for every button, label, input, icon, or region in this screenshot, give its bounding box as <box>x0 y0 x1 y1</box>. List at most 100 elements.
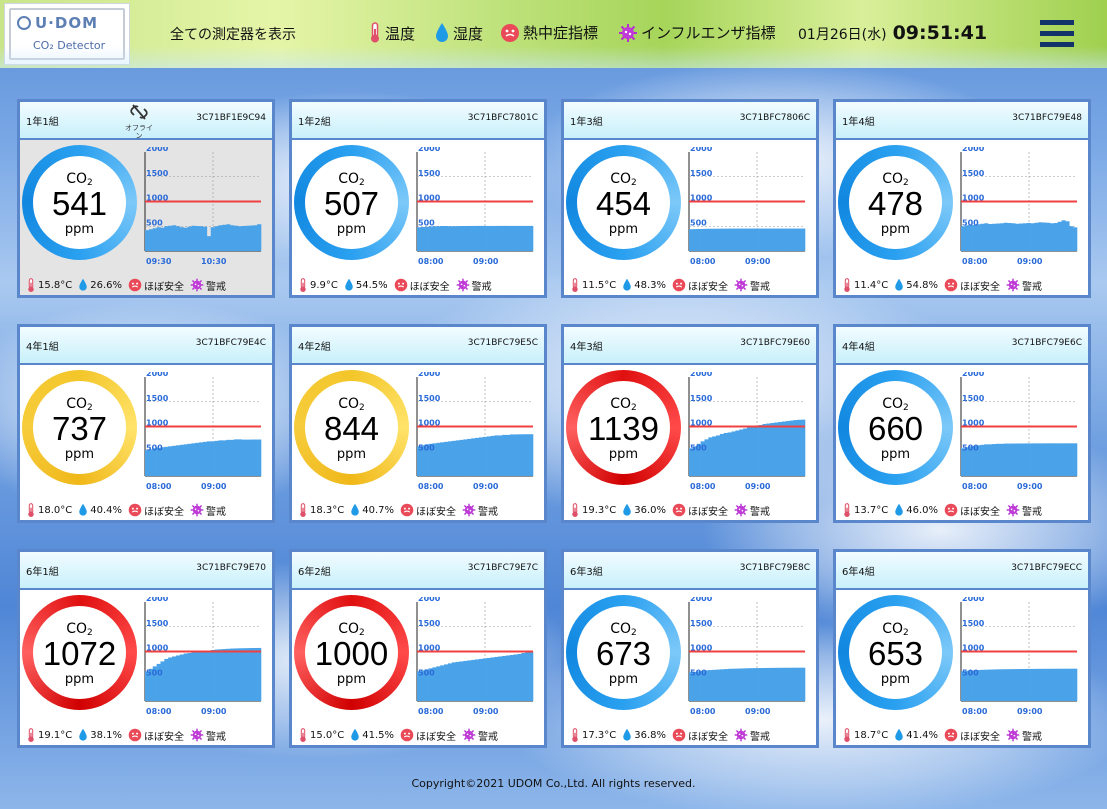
chart-bar <box>210 441 215 476</box>
chart-bar <box>1069 443 1074 476</box>
card-header: 4年1組 3C71BFC79E4C <box>20 327 272 365</box>
classroom-name: 4年1組 <box>26 342 59 353</box>
chart-bar <box>424 669 429 701</box>
thermometer-icon <box>572 502 578 517</box>
chart-bar <box>708 437 713 476</box>
chart-bar <box>1026 223 1031 251</box>
udom-logo[interactable]: U·DOM CO₂ Detector <box>4 3 130 65</box>
device-card[interactable]: 1年3組 3C71BFC7806C CO2 454 ppm 2000 1500 1000 500… <box>561 99 819 298</box>
card-footer: 15.8°C 26.6% ほぼ安全 警戒 <box>26 277 268 293</box>
classroom-name: 6年3組 <box>570 567 603 578</box>
chart-bar <box>980 444 985 476</box>
footer-copyright: Copyright©2021 UDOM Co.,Ltd. All rights … <box>411 777 696 790</box>
chart-bar <box>719 228 725 251</box>
y-tick-label: 1500 <box>146 619 169 628</box>
chart-bar <box>420 226 426 251</box>
heatstroke-face-icon <box>400 503 414 517</box>
chart-bar <box>509 225 514 251</box>
y-tick-label: 1000 <box>146 194 169 203</box>
chart-bar <box>521 225 526 251</box>
co2-history-chart: 2000 1500 1000 500 08:00 09:00 <box>415 372 535 492</box>
chart-bar <box>183 653 188 701</box>
humidity-reading: 54.8% <box>894 278 938 292</box>
device-card[interactable]: 1年2組 3C71BFC7801C CO2 507 ppm 2000 1500 1000 500… <box>289 99 547 298</box>
co2-history-chart: 2000 1500 1000 500 08:00 09:00 <box>959 597 1079 717</box>
header-bar: U·DOM CO₂ Detector 全ての測定器を表示 温度 湿度 熱中症指標… <box>0 0 1107 68</box>
chart-bar <box>789 228 794 251</box>
chart-bar <box>995 669 1000 701</box>
thermometer-icon <box>572 727 578 742</box>
x-tick-label: 09:00 <box>473 257 499 266</box>
chart-bar <box>482 658 487 701</box>
chart-bar <box>517 434 522 476</box>
influenza-status-text: 警戒 <box>1022 281 1043 293</box>
chart-bar <box>199 226 204 251</box>
x-tick-label: 08:00 <box>962 257 988 266</box>
thermometer-icon <box>28 502 34 517</box>
chart-bar <box>700 441 705 476</box>
card-footer: 18.3°C 40.7% ほぼ安全 警戒 <box>298 502 540 518</box>
y-tick-label: 1000 <box>962 644 985 653</box>
x-tick-label: 09:00 <box>201 707 227 716</box>
device-card[interactable]: 4年3組 3C71BFC79E60 CO2 1139 ppm 2000 1500 1000 50… <box>561 324 819 523</box>
chart-bar <box>529 434 534 476</box>
chart-bar <box>455 661 460 701</box>
chart-bar <box>478 658 484 701</box>
co2-chart-svg: 2000 1500 1000 500 08:00 09:00 <box>416 597 534 716</box>
chart-bar <box>486 657 491 701</box>
chart-bar <box>770 228 775 251</box>
water-drop-icon <box>895 278 903 291</box>
chart-bar <box>451 662 456 701</box>
chart-bar <box>980 669 985 701</box>
co2-chart-svg: 2000 1500 1000 500 08:00 09:00 <box>144 372 262 491</box>
y-tick-label: 1000 <box>418 194 441 203</box>
chart-bar <box>762 228 767 251</box>
chart-bar <box>988 669 993 701</box>
chart-bar <box>199 442 204 476</box>
chart-bar <box>471 225 476 251</box>
co2-unit: ppm <box>608 447 639 462</box>
device-card[interactable]: 1年1組 オフライン 3C71BF1E9C94 CO2 541 ppm 2000 1500 10… <box>17 99 275 298</box>
chart-bar <box>1038 222 1043 251</box>
device-card[interactable]: 6年3組 3C71BFC79E8C CO2 673 ppm 2000 1500 1000 500… <box>561 549 819 748</box>
chart-bar <box>1042 443 1047 476</box>
y-tick-label: 1500 <box>418 619 441 628</box>
chart-bar <box>447 441 453 476</box>
show-all-devices-link[interactable]: 全ての測定器を表示 <box>170 27 296 43</box>
card-header: 4年2組 3C71BFC79E5C <box>292 327 544 365</box>
influenza-status-text: 警戒 <box>206 731 227 743</box>
chart-bar <box>417 671 422 701</box>
chart-bar <box>509 434 514 476</box>
hamburger-menu-button[interactable] <box>1040 20 1074 48</box>
device-card[interactable]: 4年4組 3C71BFC79E6C CO2 660 ppm 2000 1500 1000 500… <box>833 324 1091 523</box>
chart-bar <box>226 224 231 251</box>
water-drop-icon <box>623 278 631 291</box>
device-card[interactable]: 1年4組 3C71BFC79E48 CO2 478 ppm 2000 1500 1000 500… <box>833 99 1091 298</box>
chart-bar <box>785 228 790 251</box>
temperature-reading: 13.7°C <box>842 502 888 518</box>
device-card[interactable]: 4年1組 3C71BFC79E4C CO2 737 ppm 2000 1500 1000 500… <box>17 324 275 523</box>
heatstroke-face-icon <box>128 503 142 517</box>
humidity-reading: 48.3% <box>622 278 666 292</box>
chart-bar <box>1015 223 1020 251</box>
device-card[interactable]: 6年2組 3C71BFC79E7C CO2 1000 ppm 2000 1500 1000 50… <box>289 549 547 748</box>
chart-bar <box>1011 669 1016 701</box>
device-card[interactable]: 6年1組 3C71BFC79E70 CO2 1072 ppm 2000 1500 1000 50… <box>17 549 275 748</box>
co2-unit: ppm <box>336 672 367 687</box>
chart-bar <box>789 667 794 701</box>
chart-bar <box>696 443 701 476</box>
chart-bar <box>968 446 973 476</box>
influenza-status: 警戒 <box>190 278 226 293</box>
device-card[interactable]: 6年4組 3C71BFC79ECC CO2 653 ppm 2000 1500 1000 500… <box>833 549 1091 748</box>
co2-chart-svg: 2000 1500 1000 500 08:00 09:00 <box>144 597 262 716</box>
chart-bar <box>447 226 453 251</box>
chart-bar <box>475 225 480 251</box>
heatstroke-face-icon <box>944 503 958 517</box>
device-card[interactable]: 4年2組 3C71BFC79E5C CO2 844 ppm 2000 1500 1000 500… <box>289 324 547 523</box>
chart-bar <box>148 668 154 701</box>
co2-unit: ppm <box>880 672 911 687</box>
chart-bar <box>206 650 212 701</box>
thermometer-icon <box>844 277 850 292</box>
chart-bar <box>1022 443 1028 476</box>
chart-bar <box>226 439 231 476</box>
